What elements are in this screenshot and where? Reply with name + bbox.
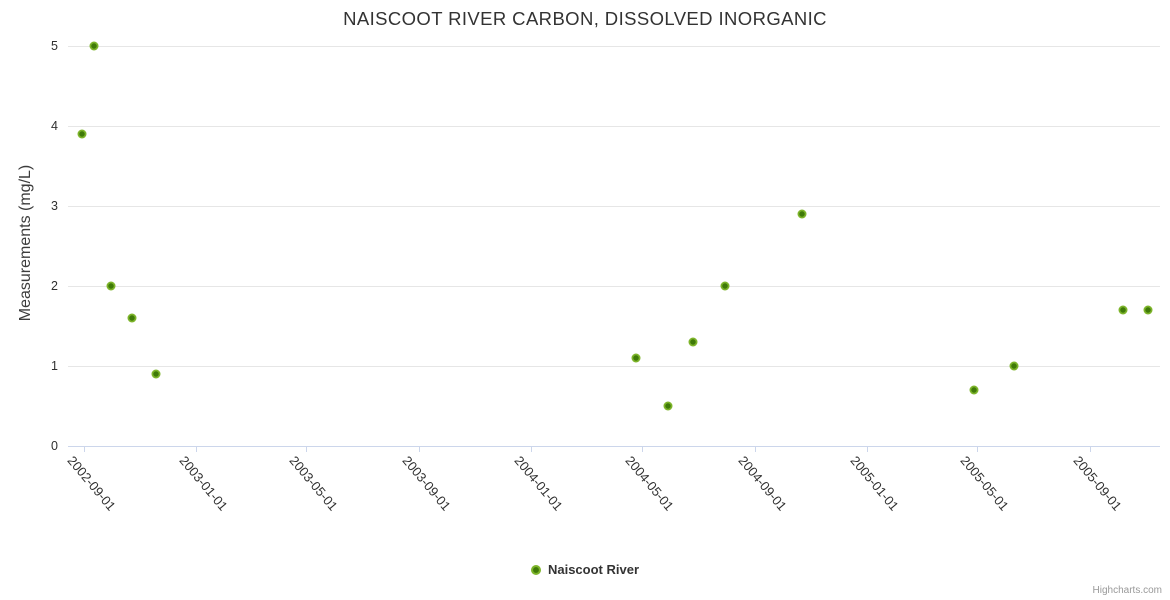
data-point[interactable] xyxy=(1143,305,1153,315)
y-axis-label: 4 xyxy=(51,118,58,133)
x-axis-label: 2003-05-01 xyxy=(286,453,341,514)
data-point[interactable] xyxy=(151,369,161,379)
gridline xyxy=(68,286,1160,287)
x-axis-line xyxy=(68,446,1160,447)
x-axis-label: 2005-01-01 xyxy=(847,453,902,514)
x-axis-label: 2004-09-01 xyxy=(735,453,790,514)
x-tick-mark xyxy=(305,447,307,452)
gridline xyxy=(68,46,1160,47)
data-point[interactable] xyxy=(77,129,87,139)
data-point[interactable] xyxy=(89,41,99,51)
data-point[interactable] xyxy=(1118,305,1128,315)
data-point[interactable] xyxy=(797,209,807,219)
x-axis-label: 2005-05-01 xyxy=(957,453,1012,514)
y-axis-label: 3 xyxy=(51,198,58,213)
x-tick-mark xyxy=(530,447,532,452)
y-axis-title: Measurements (mg/L) xyxy=(17,164,34,322)
x-tick-mark xyxy=(754,447,756,452)
data-point[interactable] xyxy=(106,281,116,291)
x-tick-mark xyxy=(977,447,979,452)
legend-item-naiscoot-river[interactable]: Naiscoot River xyxy=(530,562,640,577)
x-axis-label: 2005-09-01 xyxy=(1070,453,1125,514)
x-tick-mark xyxy=(83,447,85,452)
plot-area xyxy=(68,46,1160,446)
data-point[interactable] xyxy=(127,313,137,323)
x-tick-mark xyxy=(418,447,420,452)
highcharts-credits-link[interactable]: Highcharts.com xyxy=(1092,585,1162,596)
data-point[interactable] xyxy=(688,337,698,347)
x-tick-mark xyxy=(1090,447,1092,452)
x-axis-label: 2004-01-01 xyxy=(511,453,566,514)
chart-title: NAISCOOT RIVER CARBON, DISSOLVED INORGAN… xyxy=(343,8,827,29)
gridline xyxy=(68,126,1160,127)
data-point[interactable] xyxy=(663,401,673,411)
gridline xyxy=(68,206,1160,207)
x-tick-mark xyxy=(867,447,869,452)
gridline xyxy=(68,366,1160,367)
x-axis-label: 2003-01-01 xyxy=(176,453,231,514)
y-axis-label: 0 xyxy=(51,438,58,453)
x-axis-label: 2002-09-01 xyxy=(64,453,119,514)
legend-label: Naiscoot River xyxy=(547,562,640,577)
x-tick-mark xyxy=(642,447,643,452)
legend: Naiscoot River xyxy=(0,562,1170,577)
data-point[interactable] xyxy=(631,353,641,363)
series-marker-icon xyxy=(530,564,541,575)
data-point[interactable] xyxy=(969,385,979,395)
x-axis-label: 2004-05-01 xyxy=(622,453,677,514)
y-axis-label: 1 xyxy=(51,358,58,373)
x-axis-label: 2003-09-01 xyxy=(399,453,454,514)
data-point[interactable] xyxy=(720,281,730,291)
y-axis-label: 5 xyxy=(51,38,58,53)
y-axis-label: 2 xyxy=(51,278,58,293)
x-tick-mark xyxy=(195,447,197,452)
data-point[interactable] xyxy=(1009,361,1019,371)
